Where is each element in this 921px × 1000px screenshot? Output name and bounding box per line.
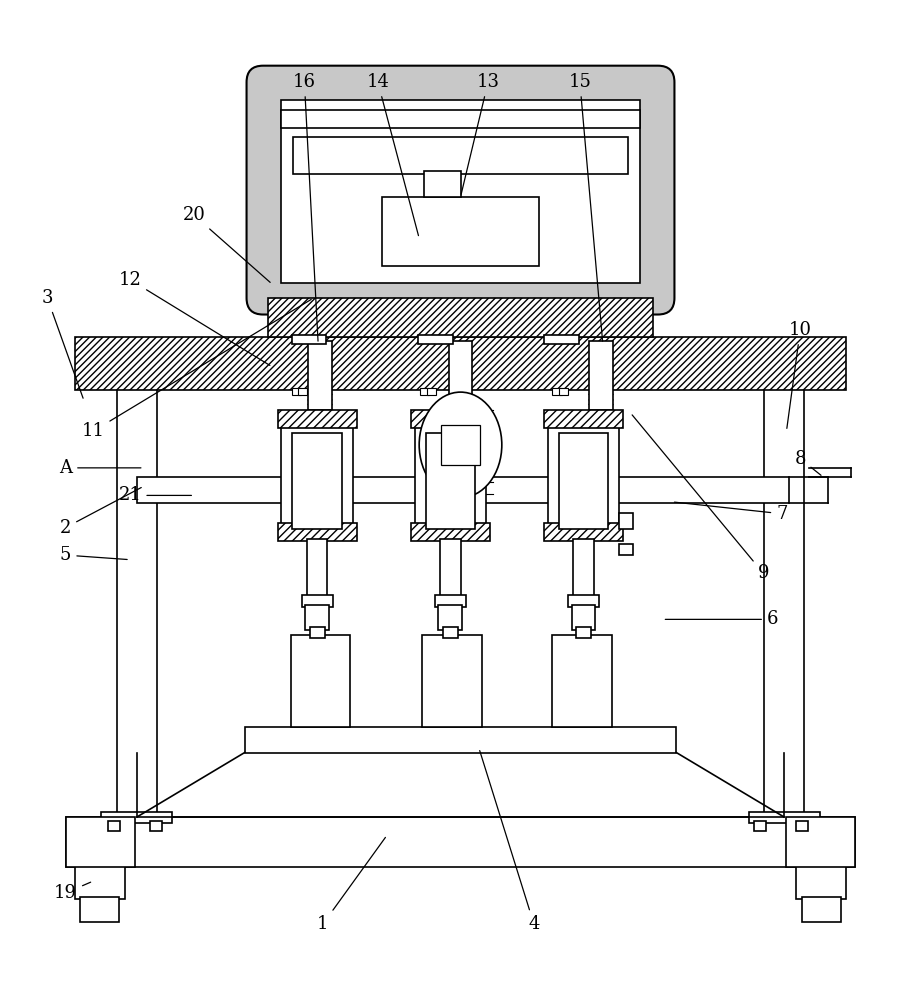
Text: 13: 13 [461,73,499,194]
Bar [308,539,327,596]
Bar [802,897,841,922]
Bar [548,427,619,537]
Bar [65,817,134,867]
Text: 16: 16 [293,73,318,341]
Bar [441,425,480,465]
Bar [559,388,568,395]
Bar [80,897,119,922]
Bar [298,388,308,395]
Text: 12: 12 [119,271,270,365]
Bar [544,335,579,344]
Bar [282,110,639,128]
Bar [291,635,350,727]
Bar [420,388,429,395]
Bar [572,605,596,630]
Bar [309,627,324,638]
Bar [414,427,486,537]
Bar [553,388,562,395]
Text: 2: 2 [60,488,141,537]
Bar [382,197,539,266]
Bar [796,865,846,899]
Bar [278,410,356,428]
Bar [796,821,808,831]
Bar [75,865,125,899]
Bar [411,410,490,428]
Text: 5: 5 [60,546,127,564]
Bar [282,100,639,283]
Ellipse shape [419,392,502,498]
Bar [292,335,326,344]
Bar [302,595,332,607]
Text: 14: 14 [367,73,418,236]
Text: 4: 4 [480,751,540,933]
Text: 1: 1 [317,837,385,933]
Bar [108,821,120,831]
Bar [150,821,162,831]
Bar [787,817,856,867]
Text: A: A [59,459,141,477]
Bar [309,341,332,410]
Bar [411,523,490,541]
Bar [426,388,436,395]
Bar [449,341,472,410]
Bar [282,427,353,537]
Text: 15: 15 [568,73,602,341]
Bar [75,337,846,390]
Bar [619,544,633,555]
Bar [443,627,458,638]
Bar [306,605,329,630]
Text: 10: 10 [787,321,811,428]
Bar [577,627,591,638]
Bar [293,433,342,529]
Bar [137,477,789,503]
Bar [426,433,475,529]
Bar [438,605,462,630]
Bar [559,433,609,529]
Bar [65,817,856,867]
Bar [117,381,157,817]
Bar [544,523,623,541]
Text: 21: 21 [119,486,192,504]
Bar [245,727,676,753]
Bar [749,812,821,823]
Bar [424,171,460,197]
Bar [268,298,653,337]
Bar [292,388,301,395]
Text: 19: 19 [54,882,90,902]
Bar [440,539,460,596]
Bar [544,410,623,428]
Bar [619,513,633,529]
Bar [589,341,612,410]
Bar [568,595,600,607]
Text: 20: 20 [182,206,270,282]
FancyBboxPatch shape [247,66,674,315]
Bar [553,635,612,727]
Text: 6: 6 [665,610,778,628]
Text: 7: 7 [674,502,787,523]
Bar [422,635,482,727]
Bar [574,539,594,596]
Bar [294,137,627,174]
Text: 3: 3 [41,289,83,398]
Bar [435,595,466,607]
Bar [100,812,172,823]
Text: 8: 8 [795,450,821,475]
Text: 9: 9 [632,415,769,582]
Bar [278,523,356,541]
Text: 11: 11 [82,299,311,440]
Bar [418,335,453,344]
Bar [754,821,766,831]
Bar [764,381,804,817]
